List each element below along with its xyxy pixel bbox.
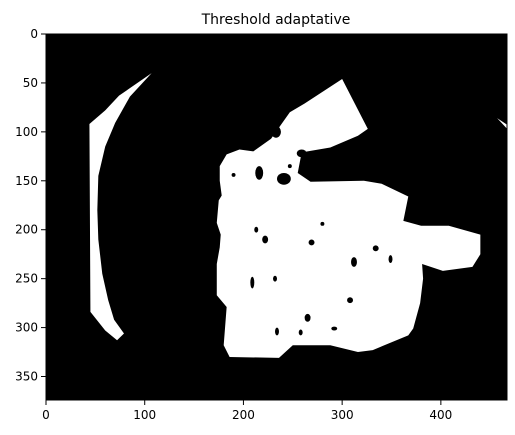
y-tick-label-350: 350	[15, 370, 38, 384]
threshold-hole-16	[231, 172, 236, 177]
y-tick-label-100: 100	[15, 125, 38, 139]
plot-area	[45, 33, 515, 401]
threshold-hole-6	[250, 276, 255, 289]
threshold-hole-11	[304, 313, 311, 322]
threshold-hole-20	[298, 329, 303, 336]
chart-title: Threshold adaptative	[201, 12, 351, 28]
threshold-hole-14	[273, 275, 277, 282]
threshold-hole-15	[254, 226, 259, 233]
threshold-hole-2	[276, 172, 291, 185]
y-tick-label-250: 250	[15, 272, 38, 286]
threshold-hole-10	[388, 255, 393, 263]
y-tick-label-150: 150	[15, 174, 38, 188]
holes-layer	[231, 125, 393, 336]
threshold-hole-13	[275, 327, 279, 336]
threshold-hole-12	[347, 297, 354, 304]
y-tick-label-50: 50	[23, 76, 38, 90]
plot-frame	[45, 33, 508, 401]
threshold-hole-9	[372, 245, 379, 252]
x-tick-label-200: 200	[232, 408, 255, 422]
threshold-hole-19	[331, 326, 338, 331]
threshold-hole-1	[271, 125, 281, 138]
y-axis: 0 50 100 150 200 250 300 350	[15, 27, 46, 384]
y-tick-label-200: 200	[15, 223, 38, 237]
threshold-hole-4	[255, 166, 264, 180]
x-tick-label-0: 0	[42, 408, 50, 422]
x-axis: 0 100 200 300 400	[42, 400, 452, 422]
threshold-hole-3	[296, 149, 307, 158]
x-tick-label-400: 400	[429, 408, 452, 422]
threshold-hole-5	[262, 235, 269, 244]
x-tick-label-300: 300	[331, 408, 354, 422]
x-tick-label-100: 100	[133, 408, 156, 422]
regions-layer	[89, 73, 515, 358]
threshold-hole-8	[351, 257, 357, 267]
threshold-hole-17	[287, 164, 292, 169]
threshold-region-right-crescent	[497, 118, 515, 138]
y-tick-label-300: 300	[15, 321, 38, 335]
threshold-hole-7	[308, 239, 315, 246]
threshold-region-main-blob	[216, 79, 481, 358]
threshold-region-left-crescent	[89, 73, 152, 341]
y-tick-label-0: 0	[30, 27, 38, 41]
threshold-hole-18	[320, 221, 325, 226]
